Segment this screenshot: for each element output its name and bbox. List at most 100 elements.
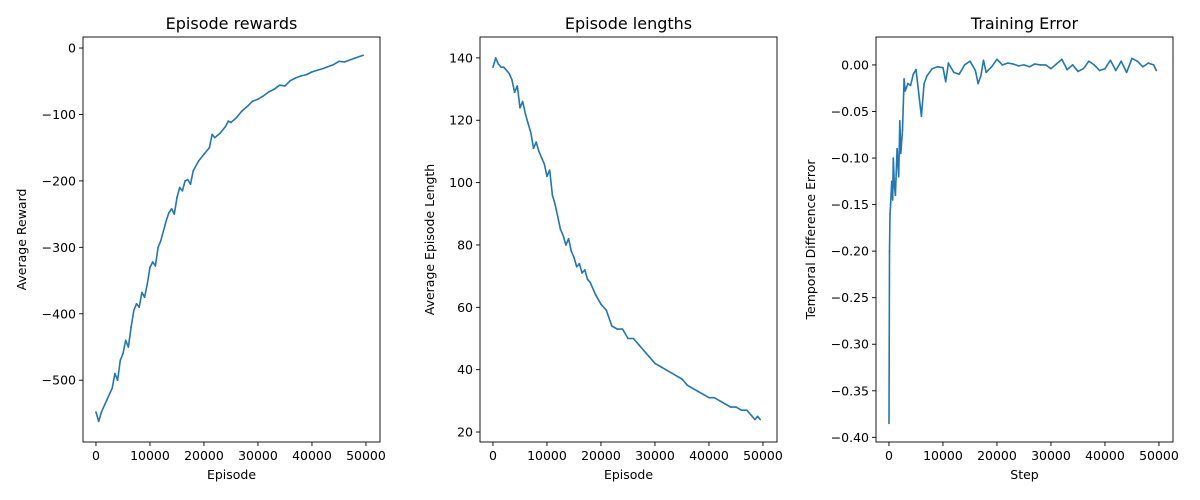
data-point <box>982 59 985 62</box>
data-point <box>189 183 192 186</box>
data-point <box>894 194 897 197</box>
x-tick-label: 20000 <box>977 448 1017 463</box>
data-point <box>670 371 672 374</box>
data-point <box>524 113 527 115</box>
data-point <box>889 213 891 215</box>
x-tick-label: 20000 <box>581 448 621 463</box>
data-point <box>157 246 159 249</box>
data-point <box>173 213 176 215</box>
data-point <box>516 85 519 87</box>
data-point <box>105 399 108 401</box>
y-tick-label: −100 <box>42 107 76 122</box>
data-point <box>332 63 335 66</box>
data-point <box>289 79 292 82</box>
data-point <box>267 91 270 93</box>
y-tick-label: 120 <box>449 113 473 128</box>
data-point <box>944 80 947 83</box>
data-point <box>1060 58 1063 61</box>
data-point <box>548 169 551 171</box>
axes-frame <box>82 36 381 443</box>
data-point <box>610 325 613 327</box>
data-point <box>600 303 602 305</box>
chart-title: Training Error <box>970 14 1079 33</box>
data-point <box>97 420 100 423</box>
x-tick-label: 10000 <box>923 448 963 463</box>
data-point <box>952 71 955 74</box>
chart-title: Episode rewards <box>166 14 298 33</box>
y-axis-label: Average Episode Length <box>422 164 437 315</box>
data-point <box>931 67 933 70</box>
data-point <box>184 180 186 182</box>
data-point <box>100 411 103 413</box>
data-point <box>891 199 894 201</box>
data-point <box>936 65 939 68</box>
data-point <box>127 346 130 348</box>
data-point <box>492 66 494 69</box>
data-point <box>888 250 891 252</box>
x-tick-label: 10000 <box>130 448 170 463</box>
data-point <box>529 131 532 134</box>
data-point <box>754 418 756 421</box>
data-point <box>294 77 297 79</box>
data-point <box>898 119 901 122</box>
data-point <box>903 78 905 80</box>
data-point <box>95 411 97 413</box>
data-point <box>1120 60 1122 63</box>
data-point <box>578 262 581 265</box>
data-point <box>208 146 211 149</box>
data-point <box>122 352 124 355</box>
data-point <box>893 185 896 187</box>
data-point <box>1023 64 1025 66</box>
x-tick-label: 40000 <box>292 448 332 463</box>
data-point <box>1012 63 1014 65</box>
data-point <box>502 66 505 69</box>
data-point <box>1001 64 1004 66</box>
x-tick-label: 10000 <box>527 448 567 463</box>
data-point <box>621 328 624 330</box>
data-point <box>583 269 586 271</box>
data-point <box>990 65 993 68</box>
data-point <box>889 203 892 206</box>
x-tick-label: 40000 <box>1085 448 1125 463</box>
data-point <box>497 63 500 65</box>
data-point <box>146 283 149 285</box>
data-point <box>176 196 178 199</box>
data-point <box>565 244 567 246</box>
data-point <box>186 178 189 181</box>
data-point <box>1077 70 1079 73</box>
data-point <box>556 216 559 218</box>
data-point <box>1082 67 1085 70</box>
data-point <box>130 326 132 328</box>
y-tick-label: −400 <box>42 306 76 321</box>
x-axis-label: Episode <box>604 467 653 482</box>
data-point <box>143 296 146 298</box>
data-point <box>513 91 516 93</box>
x-tick-label: 30000 <box>1031 448 1071 463</box>
data-point <box>519 106 521 109</box>
data-point <box>154 265 157 267</box>
data-point <box>151 261 154 263</box>
data-point <box>213 136 216 139</box>
data-point <box>240 110 243 112</box>
x-tick-label: 30000 <box>635 448 675 463</box>
y-tick-label: −200 <box>42 173 76 188</box>
data-point <box>979 75 982 77</box>
data-point <box>1152 64 1155 66</box>
data-point <box>1125 71 1128 74</box>
data-point <box>917 92 920 94</box>
data-point <box>892 157 895 159</box>
data-point <box>170 208 173 210</box>
data-point <box>168 211 170 214</box>
x-tick-label: 0 <box>885 448 893 463</box>
y-tick-label: 60 <box>457 300 473 315</box>
data-point <box>909 84 912 87</box>
x-tick-label: 40000 <box>689 448 729 463</box>
data-point <box>947 62 950 64</box>
y-tick-label: 0 <box>68 41 76 56</box>
data-point <box>305 73 308 76</box>
y-tick-label: −0.30 <box>831 337 869 352</box>
y-axis-label: Temporal Difference Error <box>803 159 818 321</box>
data-point <box>1104 67 1106 70</box>
data-point <box>521 100 524 103</box>
y-tick-label: 100 <box>449 175 473 190</box>
